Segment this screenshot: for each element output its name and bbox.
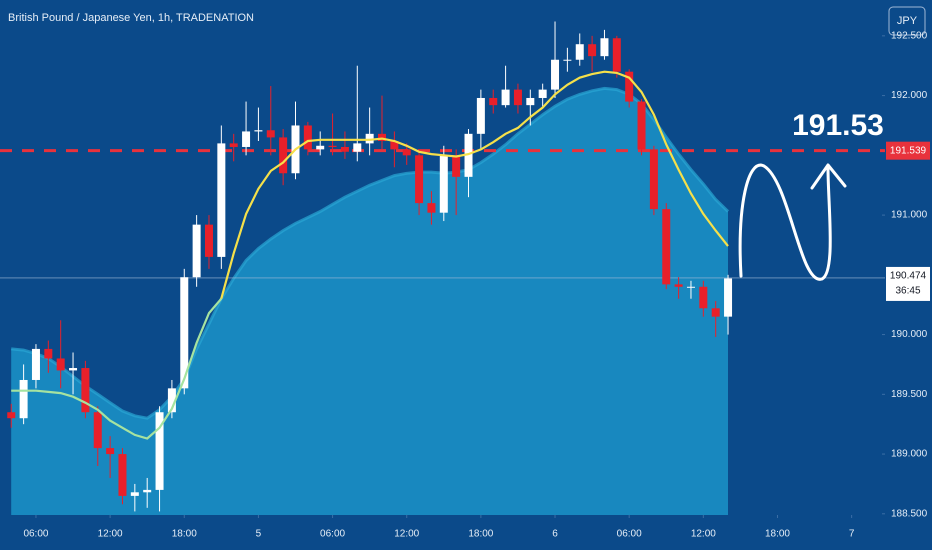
y-tick-label: 192.500: [891, 30, 928, 41]
candle-body: [513, 89, 522, 106]
y-tick-label: 189.000: [891, 449, 928, 460]
candle-body: [93, 412, 102, 449]
candle-body: [353, 143, 362, 152]
candle-body: [69, 368, 78, 371]
candle-body: [180, 277, 189, 389]
candle-body: [439, 155, 448, 213]
candle-body: [563, 59, 572, 61]
candle-body: [106, 448, 115, 455]
x-tick-label: 18:00: [765, 529, 790, 540]
candle-body: [724, 278, 733, 317]
candle-body: [402, 149, 411, 156]
candle-body: [538, 89, 547, 98]
candle-body: [415, 155, 424, 204]
candle-body: [19, 379, 28, 419]
current-label-box: [886, 266, 930, 301]
candle-body: [625, 71, 634, 102]
y-tick-label: 190.000: [891, 329, 928, 340]
area-edge: [11, 86, 730, 420]
candle-body: [711, 308, 720, 317]
candle-body: [130, 492, 139, 496]
candle-body: [31, 348, 40, 380]
x-tick-label: 5: [256, 529, 262, 540]
candle-body: [378, 133, 387, 141]
candle-body: [526, 97, 535, 106]
candle-body: [204, 224, 213, 257]
x-tick-label: 12:00: [691, 529, 716, 540]
y-tick-label: 192.000: [891, 90, 928, 101]
candle-body: [340, 146, 349, 152]
candle-body: [476, 97, 485, 134]
x-tick-label: 06:00: [320, 529, 345, 540]
x-tick-label: 06:00: [617, 529, 642, 540]
y-tick-label: 189.500: [891, 389, 928, 400]
candle-body: [44, 348, 53, 359]
candle-body: [674, 284, 683, 287]
x-tick-label: 12:00: [98, 529, 123, 540]
candle-body: [489, 97, 498, 106]
candle-body: [588, 44, 597, 57]
candle-body: [612, 38, 621, 72]
currency-button[interactable]: JPY: [897, 15, 918, 27]
moving-average: [11, 297, 223, 440]
candle-body: [316, 145, 325, 150]
area-layer: [11, 86, 730, 515]
annotation: 191.53: [792, 109, 884, 142]
candle-body: [167, 388, 176, 413]
candle-body: [303, 125, 312, 150]
candle-body: [266, 130, 275, 138]
candle-body: [501, 89, 510, 106]
candle-body: [155, 412, 164, 490]
candle-body: [7, 412, 16, 419]
moving-average: [220, 70, 729, 299]
y-tick-label: 188.500: [891, 508, 928, 519]
x-tick-label: 06:00: [23, 529, 48, 540]
candle-body: [662, 209, 671, 285]
chart-title: British Pound / Japanese Yen, 1h, TRADEN…: [8, 12, 254, 24]
candle-body: [242, 131, 251, 147]
x-tick-label: 12:00: [394, 529, 419, 540]
candle-body: [452, 155, 461, 177]
y-tick-label: 191.000: [891, 210, 928, 221]
candle-body: [279, 137, 288, 174]
candle-body: [637, 101, 646, 150]
candle-body: [699, 286, 708, 309]
candle-body: [686, 286, 695, 288]
candle-body: [464, 133, 473, 177]
candle-body: [551, 59, 560, 90]
candle-body: [81, 368, 90, 413]
candle-body: [600, 38, 609, 57]
candle-body: [217, 143, 226, 257]
x-tick-label: 18:00: [468, 529, 493, 540]
candle-body: [649, 149, 658, 210]
x-tick-label: 18:00: [172, 529, 197, 540]
candle-body: [118, 454, 127, 496]
area-fill: [11, 88, 728, 515]
candle-body: [427, 203, 436, 213]
target-label-box: [886, 141, 930, 160]
drawn-arrowhead: [810, 163, 847, 190]
candle-body: [254, 130, 263, 132]
candle-body: [229, 143, 238, 147]
candle-body: [390, 140, 399, 150]
current-price-label: 190.474: [890, 271, 927, 282]
candle-body: [192, 224, 201, 278]
countdown-label: 36:45: [895, 286, 920, 297]
overlay-layer: British Pound / Japanese Yen, 1h, TRADEN…: [8, 6, 930, 540]
main-layer: [0, 21, 885, 515]
candle-body: [575, 44, 584, 60]
candle-body: [56, 358, 65, 371]
currency-button-frame[interactable]: [888, 6, 926, 36]
x-tick-label: 7: [849, 529, 855, 540]
candle-body: [328, 145, 337, 147]
target-label: 191.539: [890, 145, 927, 156]
candle-body: [143, 489, 152, 493]
drawn-curve: [738, 163, 832, 281]
candle-body: [365, 133, 374, 144]
x-tick-label: 6: [552, 529, 558, 540]
